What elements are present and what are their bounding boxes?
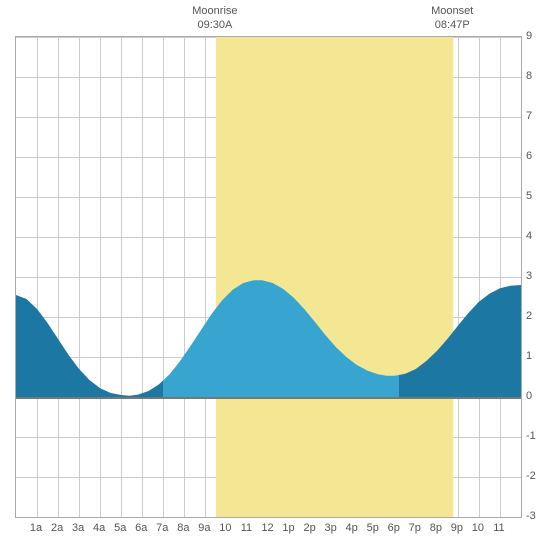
y-tick-label: 2: [526, 310, 532, 322]
x-tick-label: 3p: [325, 522, 337, 534]
y-tick-label: 6: [526, 150, 532, 162]
x-tick-label: 12: [261, 522, 273, 534]
y-tick-label: 7: [526, 110, 532, 122]
x-tick-label: 1a: [30, 522, 42, 534]
y-tick-label: 9: [526, 30, 532, 42]
x-tick-label: 9p: [451, 522, 463, 534]
x-tick-label: 1p: [282, 522, 294, 534]
x-tick-label: 5p: [367, 522, 379, 534]
y-tick-label: -3: [526, 510, 536, 522]
plot-area: [15, 36, 522, 518]
y-tick-label: 3: [526, 270, 532, 282]
y-tick-label: 4: [526, 230, 532, 242]
grid-line-h: [16, 517, 521, 518]
x-tick-label: 4p: [346, 522, 358, 534]
moonset-label-time: 08:47P: [431, 18, 473, 32]
x-tick-label: 8p: [430, 522, 442, 534]
tide-chart: 1a2a3a4a5a6a7a8a9a1011121p2p3p4p5p6p7p8p…: [0, 0, 550, 550]
y-tick-label: 5: [526, 190, 532, 202]
x-tick-label: 7p: [409, 522, 421, 534]
zero-line: [16, 397, 521, 399]
x-tick-label: 10: [219, 522, 231, 534]
y-tick-label: 1: [526, 350, 532, 362]
x-tick-label: 2p: [303, 522, 315, 534]
moonrise-label-title: Moonrise: [192, 4, 237, 18]
x-tick-label: 7a: [156, 522, 168, 534]
y-tick-label: 0: [526, 390, 532, 402]
x-tick-label: 11: [493, 522, 504, 534]
x-tick-label: 9a: [198, 522, 210, 534]
y-tick-label: -1: [526, 430, 536, 442]
tide-area-night-am: [16, 295, 163, 397]
moonrise-label-time: 09:30A: [192, 18, 237, 32]
x-tick-label: 11: [241, 522, 252, 534]
moon-band: [216, 37, 453, 517]
x-tick-label: 10: [472, 522, 484, 534]
moonset-label: Moonset08:47P: [431, 4, 473, 33]
x-tick-label: 6p: [388, 522, 400, 534]
x-tick-label: 4a: [93, 522, 105, 534]
y-tick-label: 8: [526, 70, 532, 82]
x-tick-label: 6a: [135, 522, 147, 534]
y-tick-label: -2: [526, 470, 536, 482]
moonset-label-title: Moonset: [431, 4, 473, 18]
x-tick-label: 5a: [114, 522, 126, 534]
x-tick-label: 8a: [177, 522, 189, 534]
x-tick-label: 3a: [72, 522, 84, 534]
x-tick-label: 2a: [51, 522, 63, 534]
moonrise-label: Moonrise09:30A: [192, 4, 237, 33]
